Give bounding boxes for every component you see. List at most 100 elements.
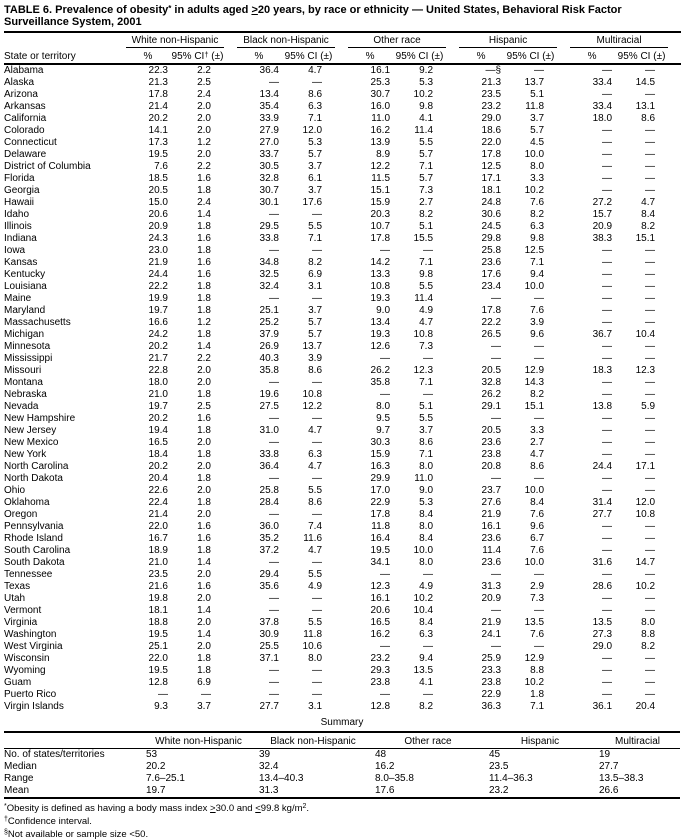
cell-other-pct: 23.2 xyxy=(370,653,391,664)
cell-multiracial-pct: 27.7 xyxy=(592,509,613,520)
cell-white-ci: 2.0 xyxy=(197,509,211,520)
cell-multiracial-ci: — xyxy=(645,257,656,268)
state-name: South Dakota xyxy=(4,557,65,568)
cell-hispanic-pct: 17.8 xyxy=(481,305,502,316)
cell-white-pct: 20.5 xyxy=(148,185,168,196)
cell-white-pct: 19.7 xyxy=(148,305,168,316)
cell-other-ci: 10.0 xyxy=(413,545,434,556)
cell-other-ci: 8.4 xyxy=(419,533,434,544)
cell-hispanic-pct: 32.8 xyxy=(481,377,502,388)
summary-value-other: 17.6 xyxy=(375,785,395,796)
cell-white-pct: 19.5 xyxy=(148,629,168,640)
cell-white-ci: 1.8 xyxy=(197,305,211,316)
cell-multiracial-ci: 15.1 xyxy=(635,233,656,244)
cell-multiracial-pct: 36.7 xyxy=(592,329,613,340)
cell-hispanic-ci: 8.2 xyxy=(530,389,545,400)
cell-white-pct: 18.0 xyxy=(148,377,168,388)
cell-white-ci: 2.0 xyxy=(197,149,211,160)
state-name: Guam xyxy=(4,677,32,688)
cell-multiracial-pct: — xyxy=(602,149,613,160)
cell-hispanic-ci: 13.5 xyxy=(524,617,545,628)
pct-header-other: % xyxy=(365,51,375,62)
leq-symbol: < xyxy=(255,803,261,814)
cell-multiracial-ci: — xyxy=(645,341,656,352)
cell-white-pct: — xyxy=(158,689,168,700)
table-row: Virgin Islands 9.3 3.7 27.7 3.1 12.8 8.2… xyxy=(4,701,681,713)
cell-other-pct: — xyxy=(380,689,391,700)
cell-black-ci: 5.5 xyxy=(308,617,323,628)
cell-white-pct: 22.0 xyxy=(148,653,168,664)
state-name: Delaware xyxy=(4,149,47,160)
table-body: Alabama 22.3 2.2 36.4 4.7 16.1 9.2 —§ — … xyxy=(4,64,681,713)
cell-hispanic-pct: — xyxy=(491,569,502,580)
cell-multiracial-pct: — xyxy=(602,569,613,580)
cell-hispanic-ci: 14.3 xyxy=(524,377,545,388)
cell-hispanic-ci: 8.4 xyxy=(530,497,545,508)
cell-white-ci: 1.4 xyxy=(197,629,211,640)
cell-multiracial-pct: — xyxy=(602,389,613,400)
cell-other-ci: 9.2 xyxy=(419,65,434,76)
cell-other-ci: 11.0 xyxy=(414,473,434,484)
cell-white-ci: 1.6 xyxy=(197,521,211,532)
state-name: Kansas xyxy=(4,257,38,268)
table-row: Wyoming 19.5 1.8 — — 29.3 13.5 23.3 8.8 … xyxy=(4,665,681,677)
cell-black-pct: 37.2 xyxy=(259,545,279,556)
cell-black-pct: — xyxy=(269,413,279,424)
cell-black-pct: — xyxy=(269,593,279,604)
cell-white-ci: 2.0 xyxy=(197,365,211,376)
ci-header-multiracial: 95% CI (±) xyxy=(617,51,666,62)
cell-other-pct: 16.4 xyxy=(370,533,391,544)
cell-black-pct: — xyxy=(269,77,279,88)
footnotes: *Obesity is defined as having a body mas… xyxy=(4,799,680,840)
cell-other-ci: 15.5 xyxy=(413,233,434,244)
cell-white-pct: 25.1 xyxy=(148,641,168,652)
cell-multiracial-ci: 14.5 xyxy=(635,77,656,88)
state-name: Virginia xyxy=(4,617,38,628)
subheader-row: State or territory % 95% CI† (±) % 95% C… xyxy=(4,48,681,64)
cell-hispanic-pct: — xyxy=(491,641,502,652)
cell-multiracial-ci: 10.8 xyxy=(635,509,656,520)
cell-black-pct: 30.1 xyxy=(259,197,279,208)
table-row: West Virginia 25.1 2.0 25.5 10.6 — — — —… xyxy=(4,641,681,653)
summary-value-other: 48 xyxy=(375,749,387,760)
cell-hispanic-ci: 7.6 xyxy=(530,545,545,556)
cell-hispanic-pct: 23.3 xyxy=(481,665,502,676)
cell-multiracial-ci: — xyxy=(645,161,656,172)
cell-black-pct: — xyxy=(269,437,279,448)
group-header-black: Black non-Hispanic xyxy=(237,32,348,48)
cell-multiracial-pct: — xyxy=(602,353,613,364)
cell-black-pct: 26.9 xyxy=(259,341,279,352)
dagger-marker: † xyxy=(204,50,209,59)
cell-multiracial-ci: — xyxy=(645,473,656,484)
table-row: Tennessee 23.5 2.0 29.4 5.5 — — — — — — xyxy=(4,569,681,581)
state-name: Oregon xyxy=(4,509,38,520)
cell-white-pct: 20.6 xyxy=(148,209,168,220)
cell-other-ci: 5.3 xyxy=(419,497,434,508)
cell-multiracial-ci: — xyxy=(645,293,656,304)
cell-hispanic-ci: 3.7 xyxy=(530,113,545,124)
cell-white-pct: 17.8 xyxy=(148,89,168,100)
cell-black-ci: 5.7 xyxy=(308,317,323,328)
cell-hispanic-ci: 9.6 xyxy=(530,329,545,340)
cell-white-pct: 18.5 xyxy=(148,173,168,184)
group-header-other: Other race xyxy=(348,32,459,48)
cell-other-ci: — xyxy=(423,689,434,700)
cell-other-pct: 17.8 xyxy=(370,233,391,244)
cell-multiracial-ci: 8.0 xyxy=(641,617,656,628)
cell-white-ci: 1.8 xyxy=(197,221,211,232)
cell-white-ci: 6.9 xyxy=(197,677,211,688)
cell-other-ci: 5.1 xyxy=(419,221,434,232)
cell-white-pct: 19.8 xyxy=(148,593,168,604)
cell-hispanic-pct: 17.8 xyxy=(481,149,502,160)
state-name: Pennsylvania xyxy=(4,521,64,532)
cell-black-pct: 33.8 xyxy=(259,233,279,244)
title-text-2: in adults aged xyxy=(171,4,252,16)
cell-other-pct: 16.2 xyxy=(370,125,391,136)
cell-other-ci: — xyxy=(423,569,434,580)
cell-hispanic-pct: 23.6 xyxy=(481,257,502,268)
cell-black-pct: — xyxy=(269,245,279,256)
table-row: Iowa 23.0 1.8 — — — — 25.8 12.5 — — xyxy=(4,245,681,257)
cell-hispanic-pct: 23.6 xyxy=(481,557,502,568)
cell-black-pct: 34.8 xyxy=(259,257,279,268)
cell-hispanic-ci: 5.1 xyxy=(530,89,545,100)
